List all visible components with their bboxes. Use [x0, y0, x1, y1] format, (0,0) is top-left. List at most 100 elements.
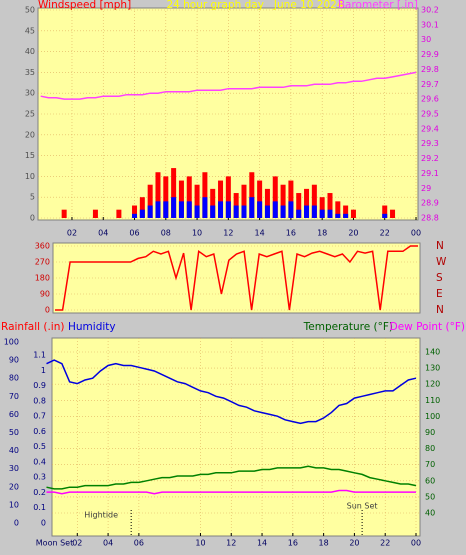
y2-tick-label: 90 — [425, 428, 435, 437]
wind-bar — [296, 209, 302, 218]
legend-label: Barometer [.in] — [338, 0, 418, 11]
y-tick-label: 60 — [9, 410, 19, 419]
wind-bar — [327, 209, 333, 218]
y-tick-label: 30 — [9, 464, 19, 473]
y-tick-label: 10 — [9, 500, 19, 509]
series-line — [46, 465, 417, 490]
x-tick-label: 16 — [288, 539, 298, 548]
y2-tick-label: N — [436, 240, 444, 252]
x-tick-label: 10 — [192, 229, 202, 238]
y-axis-label: Windspeed [mph] — [38, 0, 131, 11]
y-tick-label: 50 — [9, 428, 19, 437]
wind-bar — [163, 176, 169, 218]
wind-bar — [155, 201, 161, 218]
wind-bar — [319, 209, 325, 218]
plot-area — [51, 337, 421, 537]
x-tick-label: 18 — [317, 229, 327, 238]
x-tick-label: 00 — [411, 229, 421, 238]
series-line — [46, 359, 417, 425]
wind-bar — [132, 213, 138, 218]
x-tick-label: 06 — [129, 229, 139, 238]
series-line — [55, 245, 418, 311]
wind-bar — [257, 180, 263, 218]
wind-bar — [390, 209, 396, 218]
y3-tick-label: 0.5 — [33, 442, 46, 451]
y-tick-label: 35 — [25, 68, 35, 77]
y3-tick-label: 0.1 — [33, 503, 46, 512]
y2-tick-label: 60 — [425, 476, 435, 485]
x-tick-label: 22 — [380, 229, 390, 238]
y2-tick-label: 29.3 — [421, 139, 439, 148]
y-tick-label: 70 — [9, 392, 19, 401]
y2-tick-label: 29.9 — [421, 50, 439, 59]
y-tick-label: 0 — [30, 214, 35, 223]
y2-tick-label: 50 — [425, 492, 435, 501]
y3-tick-label: 1 — [41, 366, 46, 375]
wind-bar — [218, 180, 224, 218]
y2-tick-label: 40 — [425, 509, 435, 518]
wind-bar — [249, 172, 255, 218]
wind-bar — [264, 205, 270, 218]
wind-bar — [382, 205, 388, 218]
wind-bar — [194, 205, 200, 218]
wind-bar — [178, 201, 184, 218]
rain-axis-label: Rainfall (.in) — [1, 321, 64, 333]
wind-bar — [233, 193, 239, 218]
y-tick-label: 180 — [35, 274, 50, 283]
wind-bar — [171, 168, 177, 218]
wind-bar — [319, 197, 325, 218]
wind-bar — [186, 176, 192, 218]
wind-bar — [327, 193, 333, 218]
y3-tick-label: 0.9 — [33, 381, 46, 390]
y-tick-label: 15 — [25, 151, 35, 160]
wind-bar — [147, 205, 153, 218]
wind-bar — [202, 197, 208, 218]
annotation: Hightide — [84, 511, 118, 520]
y3-tick-label: 0.7 — [33, 412, 46, 421]
wind-bar — [186, 201, 192, 218]
legend-label: Humidity — [68, 321, 116, 333]
y2-tick-label: 29.5 — [421, 110, 439, 119]
wind-bar — [335, 213, 341, 218]
wind-bar — [61, 209, 67, 218]
wind-bar — [92, 209, 98, 218]
annotation: Sun Set — [347, 502, 378, 511]
x-tick-label: 20 — [349, 539, 359, 548]
y3-tick-label: 0.3 — [33, 473, 46, 482]
wind-bar — [272, 201, 278, 218]
y3-tick-label: 0.2 — [33, 488, 46, 497]
y3-tick-label: 0.4 — [33, 457, 46, 466]
x-tick-label: 02 — [72, 539, 82, 548]
y-tick-label: 30 — [25, 89, 35, 98]
x-tick-label: 14 — [255, 229, 265, 238]
y-tick-label: 100 — [4, 338, 19, 347]
x-tick-label: 00 — [411, 539, 421, 548]
y2-tick-label: 140 — [425, 348, 440, 357]
y-tick-label: 40 — [25, 47, 35, 56]
x-tick-label: 08 — [161, 229, 171, 238]
y-tick-label: 90 — [40, 290, 50, 299]
wind-bar — [288, 180, 294, 218]
wind-bar — [225, 201, 231, 218]
y2-tick-label: 80 — [425, 444, 435, 453]
y-tick-label: 5 — [30, 193, 35, 202]
y3-tick-label: 0.8 — [33, 396, 46, 405]
wind-bar — [288, 201, 294, 218]
y-tick-label: 270 — [35, 258, 50, 267]
y-tick-label: 0 — [45, 306, 50, 315]
x-tick-label: 12 — [226, 539, 236, 548]
x-tick-label: 06 — [134, 539, 144, 548]
wind-bar — [218, 201, 224, 218]
y-tick-label: 20 — [9, 482, 19, 491]
y2-tick-label: 29.1 — [421, 169, 439, 178]
y2-tick-label: 28.9 — [421, 199, 439, 208]
y-tick-label: 90 — [9, 356, 19, 365]
wind-bar — [272, 176, 278, 218]
chart-title: 24 hour graph day June 10 2024 — [166, 0, 343, 11]
wind-bar — [304, 205, 310, 218]
y-tick-label: 0 — [14, 519, 19, 528]
y2-tick-label: E — [436, 288, 443, 300]
wind-bar — [171, 197, 177, 218]
y-tick-label: 360 — [35, 242, 50, 251]
y2-tick-label: 120 — [425, 380, 440, 389]
